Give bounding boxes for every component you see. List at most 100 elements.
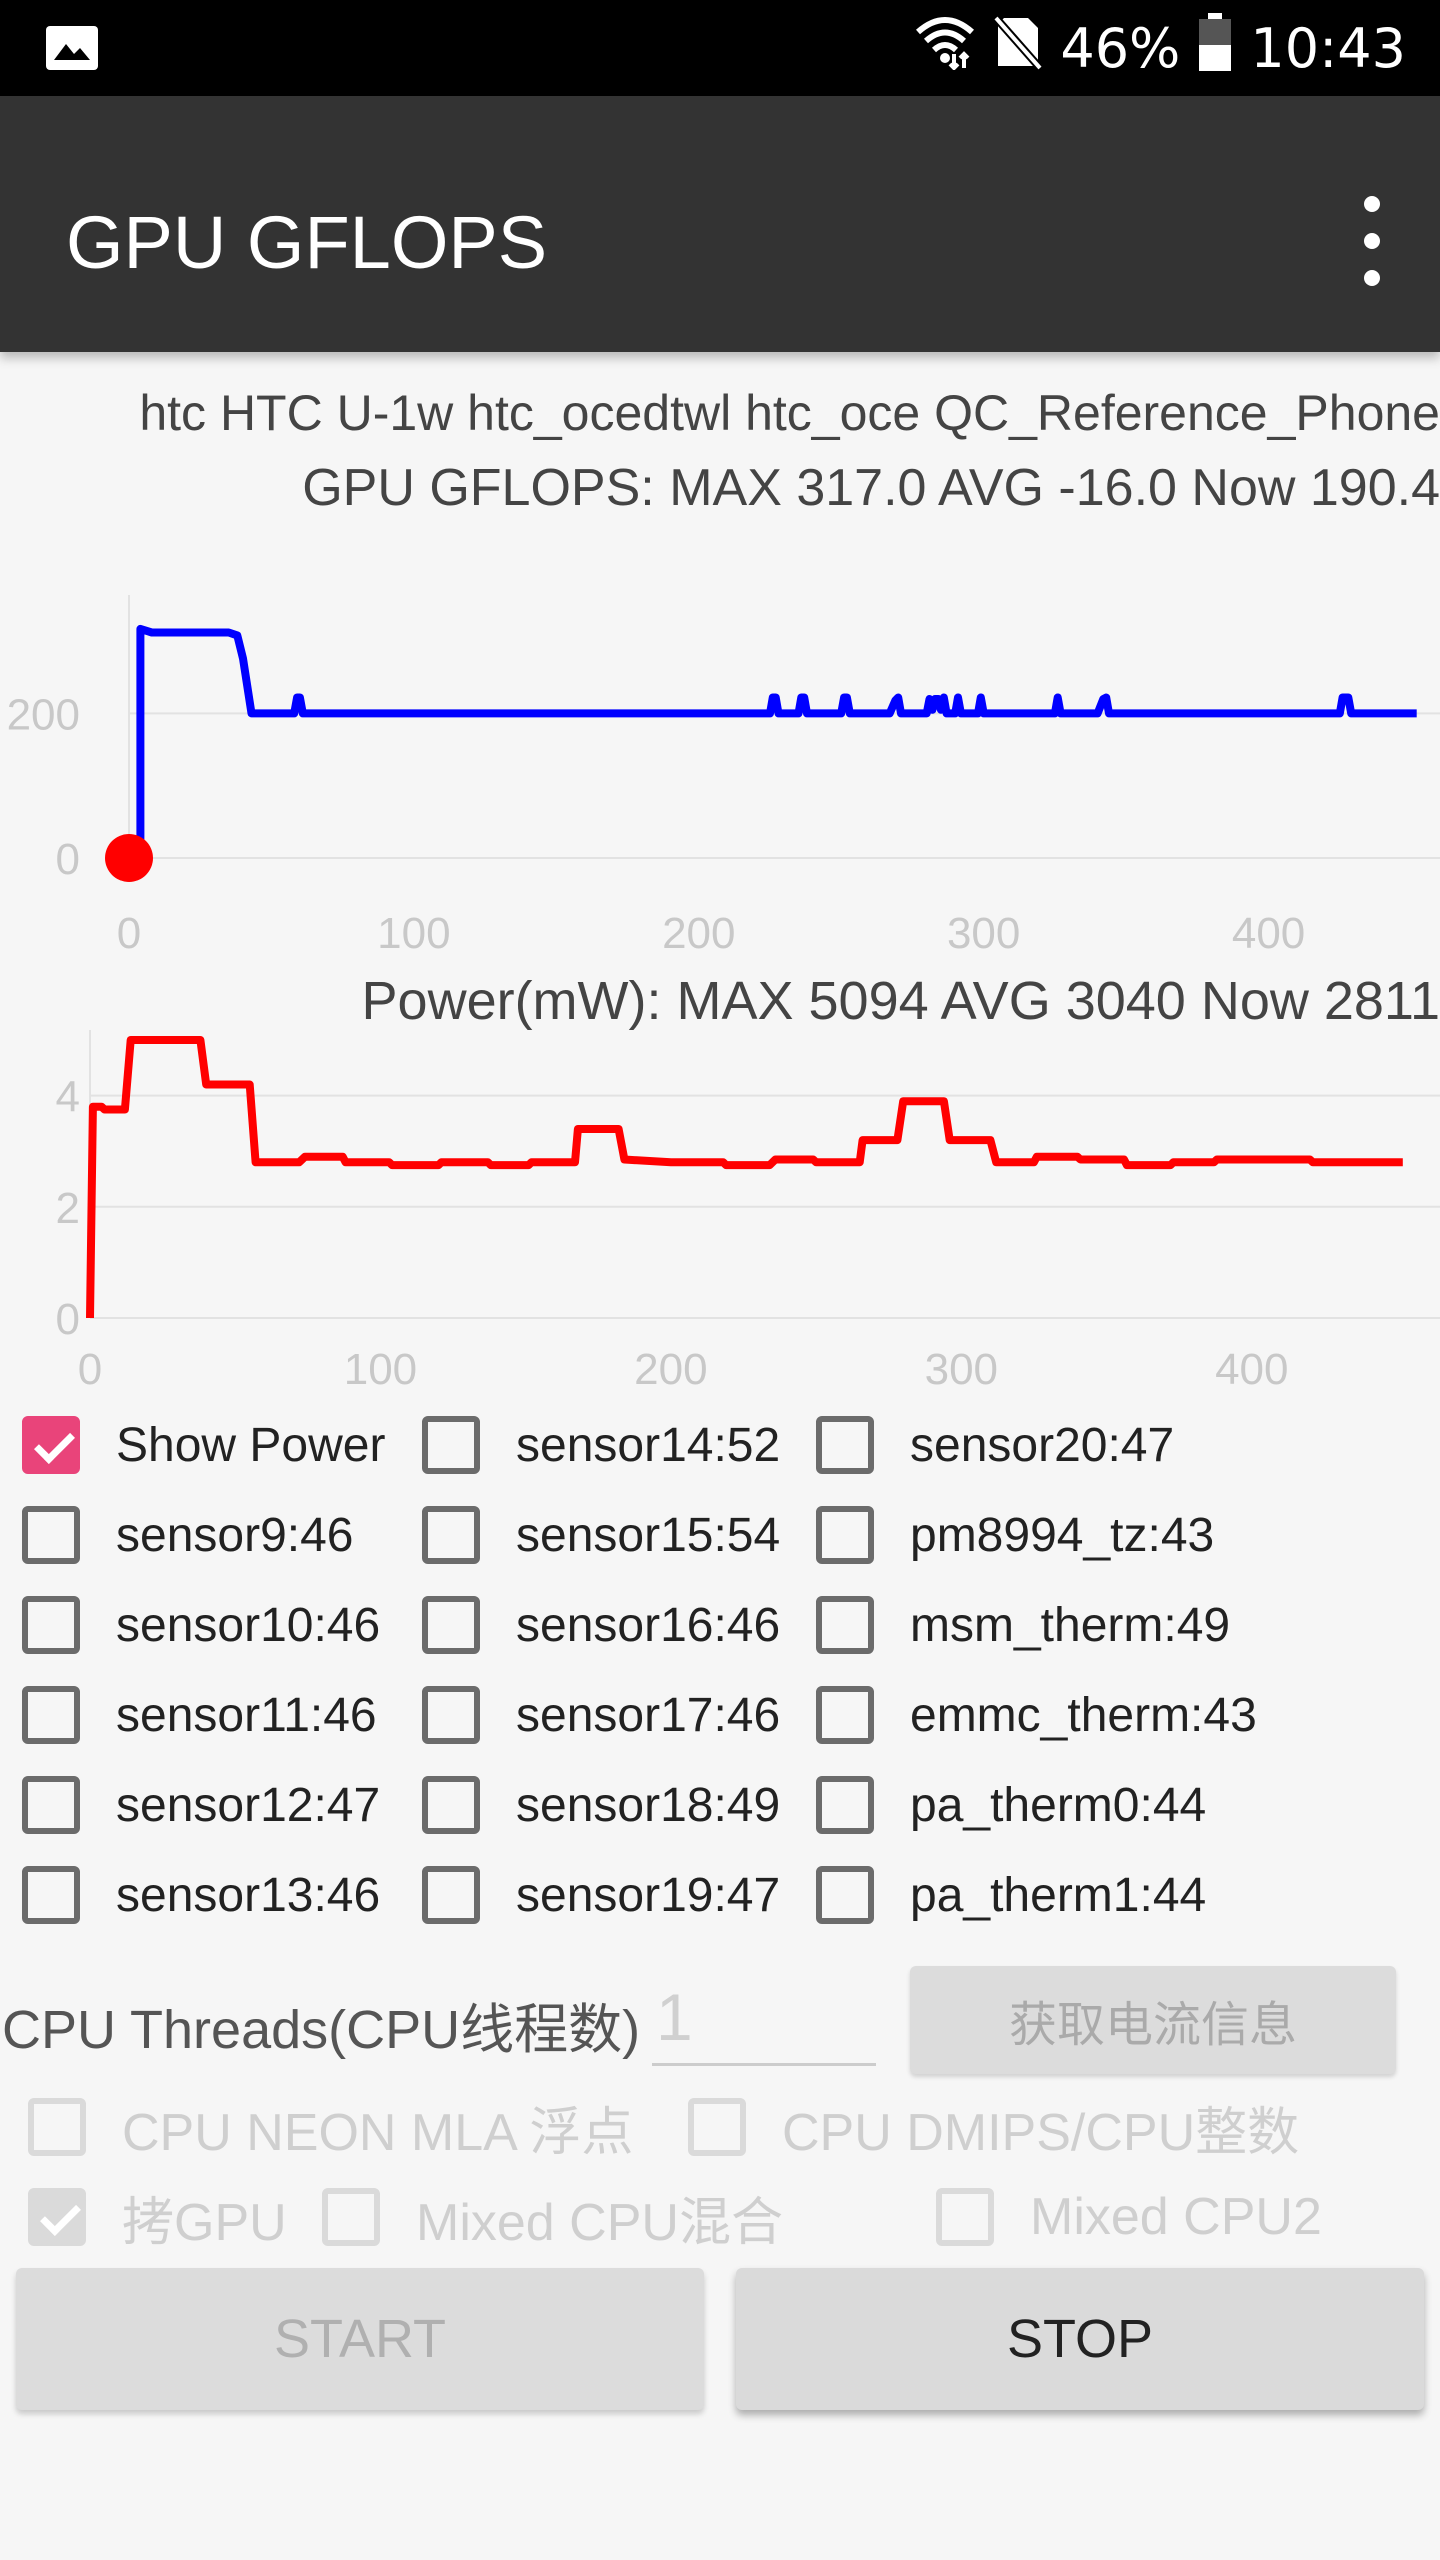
series-line [129,624,1417,862]
checkbox-row: sensor9:46 sensor15:54 pm8994_tz:43 [22,1490,1440,1580]
x-tick-label: 0 [117,909,141,958]
checkbox-unchecked[interactable] [22,1866,80,1924]
checkbox-unchecked[interactable] [422,1776,480,1834]
checkbox-label: Show Power [116,1418,386,1472]
sensor-checkbox[interactable]: Show Power [22,1400,385,1490]
checkbox-row: sensor10:46 sensor16:46 msm_therm:49 [22,1580,1440,1670]
checkbox-unchecked[interactable] [22,1686,80,1744]
checkbox-row: sensor12:47 sensor18:49 pa_therm0:44 [22,1760,1440,1850]
checkbox-label: sensor10:46 [116,1598,381,1652]
sensor-checkbox[interactable]: sensor10:46 [22,1580,380,1670]
checkbox-label: pm8994_tz:43 [910,1508,1215,1562]
sensor-checkbox[interactable]: sensor15:54 [422,1490,780,1580]
wifi-icon [914,14,976,83]
checkbox-unchecked[interactable] [816,1776,874,1834]
sensor-checkbox[interactable]: sensor11:46 [22,1670,377,1760]
checkbox-unchecked[interactable] [22,1506,80,1564]
sensor-checkbox[interactable]: emmc_therm:43 [816,1670,1257,1760]
checkbox-row: sensor13:46 sensor19:47 pa_therm1:44 [22,1850,1440,1940]
checkbox-unchecked[interactable] [22,1596,80,1654]
y-tick-label: 200 [7,690,80,739]
sensor-checkbox[interactable]: sensor14:52 [422,1400,780,1490]
cpu-dmips-label: CPU DMIPS/CPU整数 [782,2103,1300,2162]
sensor-checkbox[interactable]: sensor12:47 [22,1760,380,1850]
cpu-neon-label: CPU NEON MLA 浮点 [122,2103,634,2162]
x-tick-label: 200 [634,1345,707,1394]
power-chart: 0 2 4 0 100 200 300 400 [56,1030,1440,1394]
checkbox-unchecked[interactable] [422,1506,480,1564]
checkbox-unchecked[interactable] [422,1866,480,1924]
x-tick-label: 100 [377,909,450,958]
checkbox-label: emmc_therm:43 [910,1688,1257,1742]
gpu-box[interactable] [28,2188,86,2246]
app-bar: GPU GFLOPS [0,96,1440,352]
checkbox-label: sensor12:47 [116,1778,381,1832]
mixed-cpu2-checkbox[interactable]: Mixed CPU2 [936,2172,1322,2262]
no-sim-icon [993,14,1044,83]
gflops-stat: GPU GFLOPS: MAX 317.0 AVG -16.0 Now 190.… [302,459,1440,517]
checkbox-unchecked[interactable] [816,1866,874,1924]
stop-button[interactable]: STOP [736,2268,1424,2410]
get-current-info-button[interactable]: 获取电流信息 [910,1966,1396,2074]
checkbox-unchecked[interactable] [816,1506,874,1564]
mixed-cpu-checkbox[interactable]: Mixed CPU混合 [322,2172,783,2262]
x-tick-label: 0 [78,1345,102,1394]
sensor-checkbox[interactable]: sensor9:46 [22,1490,354,1580]
checkbox-label: sensor18:49 [516,1778,781,1832]
cpu-neon-checkbox[interactable]: CPU NEON MLA 浮点 [28,2082,633,2172]
cpu-dmips-checkbox[interactable]: CPU DMIPS/CPU整数 [688,2082,1299,2172]
overflow-menu-icon[interactable] [1344,196,1400,286]
checkbox-label: msm_therm:49 [910,1598,1231,1652]
series-line [86,1036,1403,1319]
cpu-threads-label: CPU Threads(CPU线程数) [2,2000,641,2060]
checkbox-unchecked[interactable] [422,1416,480,1474]
cpu-dmips-box[interactable] [688,2098,746,2156]
sensor-checkbox[interactable]: msm_therm:49 [816,1580,1230,1670]
mixed-cpu-box[interactable] [322,2188,380,2246]
y-tick-label: 0 [56,1295,80,1344]
image-icon [46,26,98,70]
data-point-marker [105,834,153,882]
status-icons: 46% 10:43 [914,0,1406,96]
checkbox-label: sensor17:46 [516,1688,781,1742]
checkbox-label: sensor13:46 [116,1868,381,1922]
sensor-checkbox[interactable]: pm8994_tz:43 [816,1490,1214,1580]
checkbox-unchecked[interactable] [422,1596,480,1654]
x-tick-label: 300 [925,1345,998,1394]
checkbox-unchecked[interactable] [22,1776,80,1834]
checkbox-label: sensor20:47 [910,1418,1175,1472]
sensor-checkbox[interactable]: sensor17:46 [422,1670,780,1760]
sensor-checkbox[interactable]: pa_therm0:44 [816,1760,1206,1850]
sensor-checkbox[interactable]: sensor16:46 [422,1580,780,1670]
y-tick-label: 2 [56,1184,80,1233]
gpu-checkbox[interactable]: 拷GPU [28,2172,287,2262]
sensor-checkbox[interactable]: pa_therm1:44 [816,1850,1206,1940]
app-title: GPU GFLOPS [66,201,548,284]
cpu-neon-box[interactable] [28,2098,86,2156]
checkbox-label: sensor9:46 [116,1508,354,1562]
cpu-threads-input[interactable] [652,1970,876,2066]
device-info: htc HTC U-1w htc_ocedtwl htc_oce QC_Refe… [139,385,1440,441]
sensor-checkbox[interactable]: sensor18:49 [422,1760,780,1850]
x-tick-label: 400 [1215,1345,1288,1394]
checkbox-checked[interactable] [22,1416,80,1474]
battery-percent: 46% [1060,16,1181,80]
checkbox-unchecked[interactable] [816,1596,874,1654]
checkbox-label: sensor19:47 [516,1868,781,1922]
sensor-checkbox[interactable]: sensor20:47 [816,1400,1174,1490]
checkbox-unchecked[interactable] [422,1686,480,1744]
checkbox-label: sensor14:52 [516,1418,781,1472]
start-button[interactable]: START [16,2268,704,2410]
sensor-checkbox[interactable]: sensor13:46 [22,1850,380,1940]
checkbox-row: Show Power sensor14:52 sensor20:47 [22,1400,1440,1490]
checkbox-label: sensor15:54 [516,1508,781,1562]
y-tick-label: 0 [56,835,80,884]
checkbox-row: sensor11:46 sensor17:46 emmc_therm:43 [22,1670,1440,1760]
checkbox-unchecked[interactable] [816,1416,874,1474]
status-bar: 46% 10:43 [0,0,1440,96]
mixed-cpu2-box[interactable] [936,2188,994,2246]
mixed-cpu2-label: Mixed CPU2 [1030,2188,1322,2246]
checkbox-unchecked[interactable] [816,1686,874,1744]
sensor-checkbox[interactable]: sensor19:47 [422,1850,780,1940]
x-tick-label: 300 [947,909,1020,958]
